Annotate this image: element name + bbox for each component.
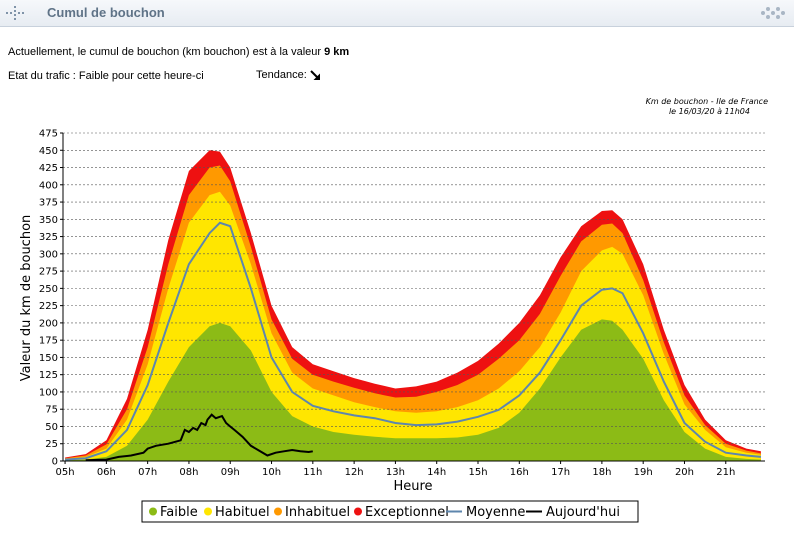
y-tick-label: 125 (39, 370, 58, 381)
line-moyenne (65, 221, 761, 461)
y-tick-label: 275 (39, 267, 58, 278)
x-tick-label: 10h (262, 467, 281, 478)
y-tick-label: 425 (39, 163, 58, 174)
x-tick-label: 13h (386, 467, 405, 478)
legend-marker-habituel (204, 507, 212, 516)
legend: Faible Habituel Inhabituel Exceptionnel Moye… (141, 500, 639, 523)
arrow-down-right-icon (310, 69, 320, 80)
chart-title-line-2: le 16/03/20 à 11h04 (669, 107, 750, 116)
traffic-chart: Km de bouchon - Ile de France le 16/03/2… (19, 97, 768, 523)
legend-label-moyenne: Moyenne (466, 505, 525, 520)
x-tick-label: 16h (510, 467, 529, 478)
y-tick-label: 175 (39, 336, 58, 347)
y-axis-label: Valeur du km de bouchon (19, 215, 34, 382)
x-tick-label: 17h (551, 467, 570, 478)
x-axis-label: Heure (393, 479, 432, 494)
x-tick-label: 20h (675, 467, 694, 478)
line-aujourdhui (85, 413, 313, 462)
legend-label-faible: Faible (160, 505, 198, 520)
move-icon[interactable] (6, 6, 24, 20)
x-tick-label: 11h (303, 467, 322, 478)
trend-label: Tendance: (256, 69, 307, 81)
y-tick-label: 325 (39, 232, 58, 243)
x-tick-label: 08h (179, 467, 198, 478)
panel-header: Cumul de bouchon (0, 0, 794, 27)
y-tick-label: 250 (39, 284, 58, 295)
y-tick-label: 150 (39, 353, 58, 364)
area-faible (65, 319, 761, 461)
chart-title-line-1: Km de bouchon - Ile de France (646, 97, 768, 106)
current-value-prefix: Actuellement, le cumul de bouchon (km bo… (8, 46, 325, 58)
y-tick-label: 200 (39, 318, 58, 329)
x-tick-label: 21h (716, 467, 735, 478)
y-tick-label: 450 (39, 146, 58, 157)
y-tick-label: 75 (45, 405, 58, 416)
y-tick-label: 300 (39, 249, 58, 260)
legend-marker-inhabituel (274, 507, 282, 516)
legend-box (141, 500, 639, 523)
panel-title: Cumul de bouchon (47, 5, 165, 20)
legend-label-habituel: Habituel (215, 505, 270, 520)
y-tick-label: 225 (39, 301, 58, 312)
trend: Tendance: (256, 69, 321, 81)
legend-label-aujourdhui: Aujourd'hui (546, 505, 620, 520)
y-tick-label: 50 (45, 422, 58, 433)
y-tick-label: 400 (39, 180, 58, 191)
legend-label-inhabituel: Inhabituel (285, 505, 350, 520)
current-value: 9 km (324, 46, 350, 58)
x-tick-label: 07h (138, 467, 157, 478)
x-tick-label: 12h (345, 467, 364, 478)
traffic-state: Etat du trafic : Faible pour cette heure… (8, 70, 204, 82)
legend-marker-faible (149, 507, 157, 516)
x-tick-label: 15h (468, 467, 487, 478)
x-tick-label: 19h (634, 467, 653, 478)
y-tick-label: 0 (52, 457, 58, 468)
current-value-line: Actuellement, le cumul de bouchon (km bo… (8, 46, 349, 58)
legend-marker-exceptionnel (354, 507, 362, 516)
y-tick-label: 100 (39, 387, 58, 398)
y-tick-label: 375 (39, 198, 58, 209)
x-tick-label: 06h (97, 467, 116, 478)
x-tick-label: 18h (592, 467, 611, 478)
legend-label-exceptionnel: Exceptionnel (365, 505, 449, 520)
x-tick-label: 05h (56, 467, 75, 478)
y-tick-label: 25 (45, 439, 58, 450)
y-tick-label: 475 (39, 129, 58, 140)
x-tick-label: 09h (221, 467, 240, 478)
x-tick-label: 14h (427, 467, 446, 478)
y-tick-label: 350 (39, 215, 58, 226)
grip-icon[interactable] (760, 6, 786, 20)
